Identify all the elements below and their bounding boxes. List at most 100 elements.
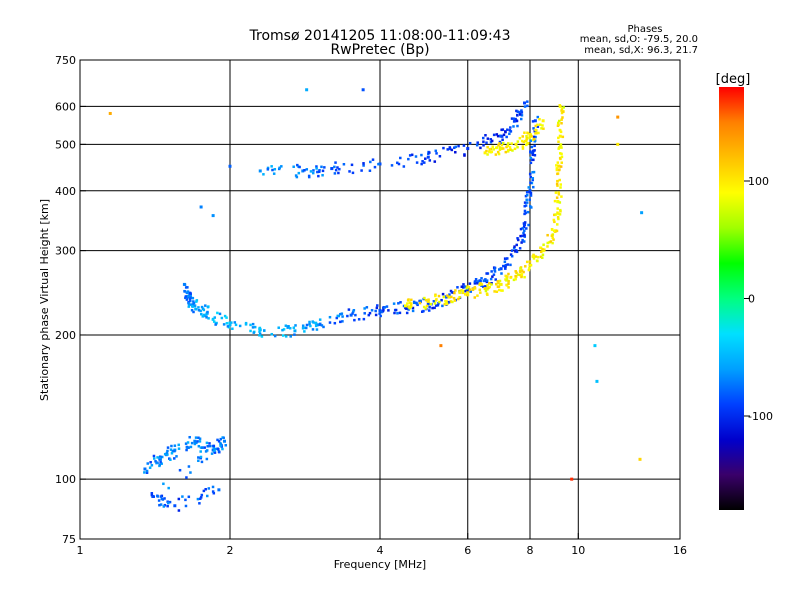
data-point <box>505 145 508 149</box>
data-point <box>530 206 533 209</box>
data-point <box>286 326 289 329</box>
data-point <box>558 201 562 204</box>
data-point <box>527 223 530 227</box>
data-point <box>205 313 208 316</box>
data-point <box>197 306 200 309</box>
data-point <box>368 311 372 315</box>
data-point <box>186 441 190 444</box>
data-point <box>532 158 535 162</box>
data-point <box>258 334 261 337</box>
data-point <box>491 275 494 278</box>
data-point <box>204 488 207 491</box>
data-point <box>493 266 497 270</box>
data-point <box>230 321 233 324</box>
data-point <box>494 278 497 281</box>
data-point <box>251 322 255 326</box>
data-point <box>200 460 204 464</box>
data-point <box>244 323 248 326</box>
data-point <box>449 289 453 293</box>
data-point <box>433 160 437 163</box>
data-point <box>163 503 167 507</box>
data-point <box>158 456 161 460</box>
data-point <box>249 329 252 333</box>
data-point <box>518 273 522 277</box>
data-point <box>284 324 288 327</box>
data-point <box>185 298 189 301</box>
data-point <box>197 309 201 312</box>
data-point <box>462 144 466 147</box>
data-point <box>502 264 505 268</box>
data-point <box>448 293 451 296</box>
data-point <box>467 287 470 290</box>
data-point <box>526 132 530 135</box>
data-point <box>558 156 562 160</box>
data-point <box>559 186 562 189</box>
data-point <box>208 442 211 445</box>
data-point <box>206 494 209 498</box>
data-point <box>458 296 461 299</box>
data-point <box>495 133 499 136</box>
data-point <box>557 123 560 126</box>
data-point <box>166 504 169 508</box>
data-point <box>528 136 531 140</box>
data-point <box>307 174 311 178</box>
data-point <box>556 215 560 219</box>
data-point <box>512 125 515 128</box>
data-point <box>160 497 164 501</box>
data-point <box>409 303 413 307</box>
data-point <box>309 170 313 173</box>
data-point <box>505 135 508 139</box>
data-point <box>399 156 402 160</box>
data-point <box>452 296 456 300</box>
data-point <box>525 227 528 230</box>
data-point <box>560 161 564 164</box>
data-point <box>468 282 472 285</box>
data-point <box>314 324 318 328</box>
data-point <box>210 452 214 455</box>
data-point <box>560 111 564 115</box>
data-point <box>390 164 394 167</box>
data-point <box>292 326 296 329</box>
data-point <box>321 169 325 173</box>
data-point <box>330 167 334 170</box>
data-point <box>458 291 461 294</box>
data-point <box>516 238 520 242</box>
data-point <box>560 195 563 198</box>
data-point <box>508 132 511 136</box>
data-point <box>539 246 543 250</box>
data-point <box>512 117 515 120</box>
y-tick-label: 400 <box>55 185 76 198</box>
data-point <box>559 143 563 146</box>
data-point <box>558 128 562 132</box>
data-point <box>516 140 520 143</box>
data-point <box>184 442 188 445</box>
data-point <box>554 191 558 194</box>
data-point <box>457 144 460 148</box>
data-point <box>199 446 203 449</box>
data-point <box>521 135 524 138</box>
data-point <box>557 193 561 196</box>
stats-line-o: mean, sd,O: -79.5, 20.0 <box>580 34 698 45</box>
data-point <box>166 449 169 453</box>
data-point <box>171 449 175 453</box>
data-point <box>156 495 159 498</box>
data-point <box>559 144 562 148</box>
data-point <box>484 287 487 290</box>
data-point <box>502 147 505 150</box>
data-point <box>252 331 256 334</box>
data-point <box>167 486 170 490</box>
data-point <box>531 177 535 180</box>
data-point <box>557 191 560 194</box>
data-point <box>466 147 470 151</box>
data-point <box>442 146 445 150</box>
data-point <box>505 279 508 282</box>
data-point <box>510 249 514 252</box>
data-point <box>536 123 539 127</box>
data-point <box>516 114 519 117</box>
data-point <box>528 266 531 270</box>
data-point <box>191 296 195 300</box>
data-point <box>513 147 517 151</box>
data-point <box>532 170 536 174</box>
data-point <box>303 169 306 172</box>
data-point <box>522 140 526 144</box>
